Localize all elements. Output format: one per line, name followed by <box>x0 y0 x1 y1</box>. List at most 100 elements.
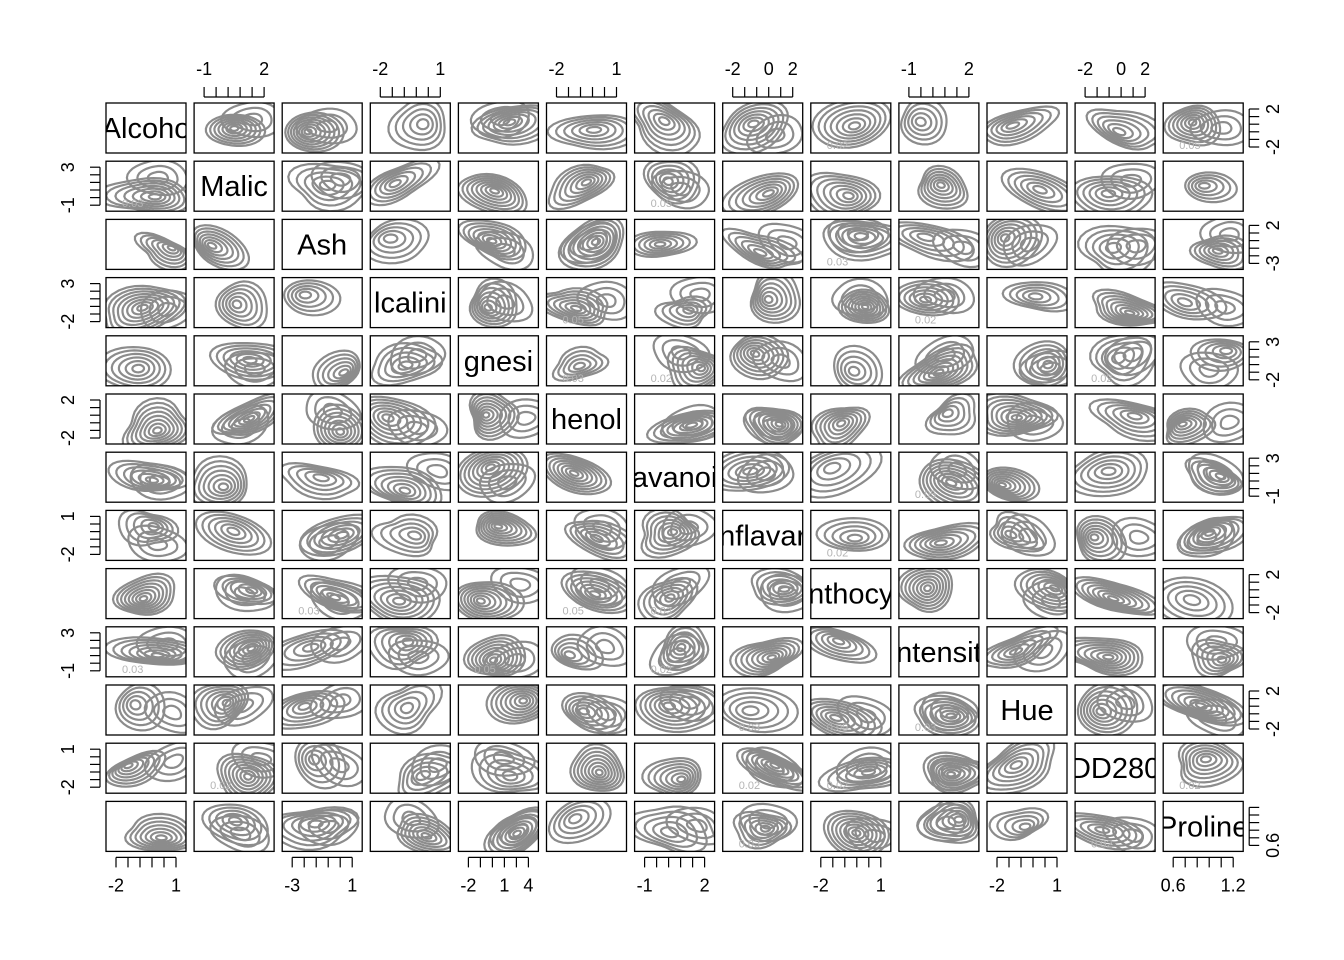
panel-Magnesium-Alcohol <box>105 335 187 387</box>
contour-line <box>1007 171 1067 212</box>
panel-Phenols-Proline <box>1162 393 1244 445</box>
contour-line <box>1214 300 1236 315</box>
contour-line <box>229 826 252 842</box>
contour-line <box>146 170 169 185</box>
panel-Hue-Intensity: 0.03 <box>898 684 980 736</box>
contour-line <box>1104 404 1156 434</box>
contour-line <box>1097 589 1132 607</box>
contour-line <box>386 592 413 609</box>
contour-line <box>916 232 936 243</box>
contour-line <box>1196 459 1236 489</box>
density-contours <box>370 161 441 207</box>
contour-line <box>294 287 320 304</box>
contour-line <box>1086 459 1130 485</box>
contour-line <box>1187 452 1244 496</box>
contour-line <box>106 349 167 386</box>
panel-OD280-Hue <box>986 742 1068 794</box>
contour-line <box>426 464 449 479</box>
panel-frame <box>281 742 363 794</box>
contour-line <box>908 524 979 559</box>
density-contours <box>370 626 450 677</box>
contour-line <box>1163 288 1210 315</box>
panel-frame <box>369 742 451 794</box>
density-contours: 0.02 <box>1177 743 1244 792</box>
contour-line <box>304 470 338 487</box>
contour-line <box>472 594 492 608</box>
density-contours <box>1163 576 1234 619</box>
panel-frame <box>1074 102 1156 154</box>
contour-line <box>1112 406 1156 429</box>
contour-line <box>1040 593 1062 610</box>
contour-line <box>768 579 803 607</box>
panel-frame <box>898 509 980 562</box>
contour-line <box>569 577 624 609</box>
contour-line <box>129 816 186 851</box>
contour-line <box>1015 286 1060 307</box>
panel-Hue-Magnesium <box>457 684 540 736</box>
contour-line <box>204 113 267 147</box>
panel-Proline-Nonflavanoids: 0.03 <box>722 800 804 853</box>
density-contours <box>898 221 979 269</box>
diagonal-label: lcalini <box>374 288 447 320</box>
contour-line <box>987 105 1061 147</box>
panel-frame <box>105 160 187 212</box>
density-contours <box>194 510 273 556</box>
contour-line <box>1105 688 1145 717</box>
contour-line <box>370 465 443 503</box>
contour-line <box>194 685 247 727</box>
contour-line <box>475 597 486 605</box>
contour-line <box>553 637 597 668</box>
panel-Malic-Hue <box>986 160 1068 212</box>
contour-line <box>550 633 605 671</box>
density-contours <box>1075 576 1156 616</box>
density-contours <box>397 744 451 794</box>
contour-level-label: 0.03 <box>298 606 319 618</box>
contour-line <box>647 108 681 136</box>
contour-line <box>574 704 597 720</box>
panel-frame <box>281 509 363 562</box>
panel-Ash-Hue <box>986 218 1068 271</box>
diagonal-label: gnesi <box>464 346 533 378</box>
panel-Ash-Alcalinity <box>369 218 451 271</box>
contour-line <box>125 512 174 544</box>
contour-line <box>941 408 954 419</box>
contour-line <box>836 350 878 386</box>
contour-line <box>232 698 255 714</box>
tick-label: 2 <box>964 59 974 79</box>
contour-line <box>679 281 715 309</box>
contour-level-label: 0.03 <box>827 256 848 268</box>
contour-line <box>287 464 353 496</box>
panel-OD280-OD280: DD280 <box>1074 742 1156 794</box>
contour-line <box>471 282 514 326</box>
panel-Ash-Proline <box>1162 218 1244 271</box>
contour-line <box>136 303 149 312</box>
contour-line <box>303 128 313 136</box>
contour-line <box>563 650 577 660</box>
contour-line <box>492 750 515 766</box>
contour-line <box>841 117 867 134</box>
contour-line <box>493 646 536 673</box>
contour-line <box>761 290 779 308</box>
contour-line <box>370 582 430 619</box>
contour-line <box>722 172 800 212</box>
density-contours <box>634 230 698 259</box>
contour-line <box>156 637 179 652</box>
contour-line <box>1075 452 1149 498</box>
contour-line <box>481 649 507 668</box>
panel-frame <box>105 509 187 562</box>
contour-line <box>482 516 523 540</box>
contour-line <box>1008 283 1067 310</box>
panel-frame <box>986 626 1068 678</box>
panel-Flavanoids-Hue <box>986 451 1068 503</box>
diagonal-label: avanoi <box>632 462 717 494</box>
panel-frame <box>281 160 363 212</box>
contour-line <box>634 232 692 257</box>
density-contours <box>107 459 186 501</box>
contour-line <box>470 640 519 674</box>
density-contours <box>903 521 979 561</box>
contour-line <box>570 120 617 141</box>
contour-line <box>908 572 945 605</box>
contour-line <box>1022 579 1067 619</box>
contour-line <box>1032 643 1054 660</box>
contour-line <box>493 523 504 530</box>
